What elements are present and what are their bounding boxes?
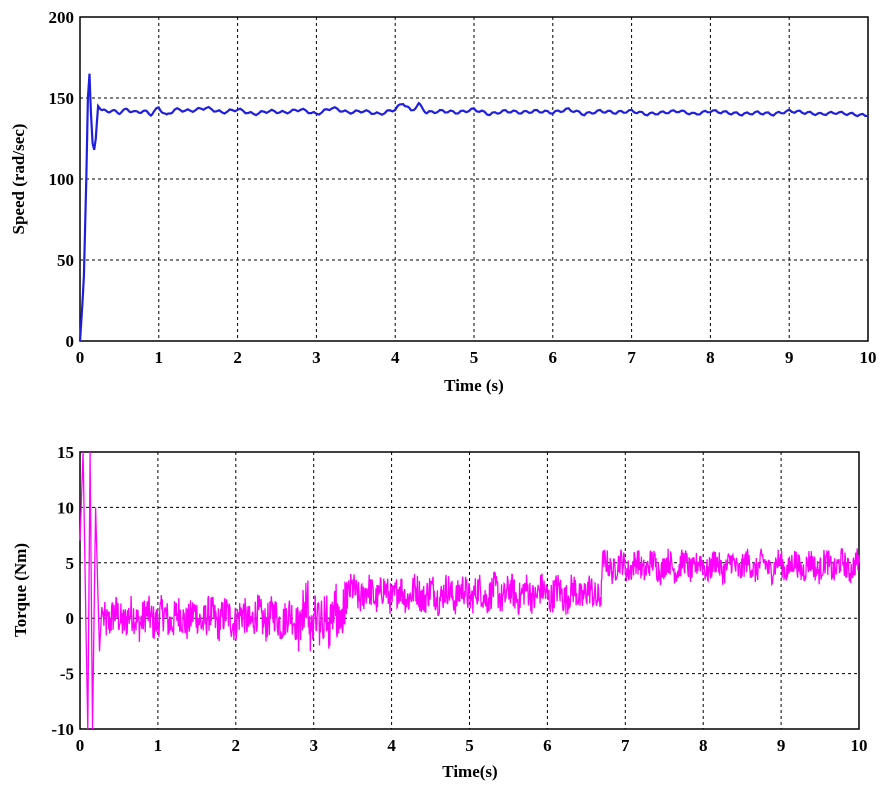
torque-x-tick-label: 3 — [309, 736, 318, 755]
torque-x-axis-label: Time(s) — [442, 762, 497, 781]
speed-y-tick-label: 100 — [49, 170, 75, 189]
speed-y-ticks: 0 50 100 150 200 — [49, 8, 75, 351]
torque-y-tick-label: 10 — [57, 498, 74, 517]
speed-x-tick-label: 0 — [76, 348, 85, 367]
speed-x-tick-label: 3 — [312, 348, 321, 367]
speed-x-tick-label: 6 — [549, 348, 558, 367]
speed-series-line — [78, 73, 869, 342]
torque-plot-frame — [79, 451, 860, 730]
speed-x-tick-label: 2 — [233, 348, 242, 367]
torque-y-tick-label: 0 — [66, 609, 75, 628]
torque-x-tick-label: 10 — [851, 736, 868, 755]
torque-x-tick-label: 4 — [387, 736, 396, 755]
torque-x-tick-label: 0 — [76, 736, 85, 755]
speed-x-tick-label: 1 — [155, 348, 164, 367]
speed-x-tick-label: 7 — [627, 348, 636, 367]
speed-x-axis-label: Time (s) — [444, 376, 504, 395]
speed-y-axis-label: Speed (rad/sec) — [9, 124, 28, 235]
torque-y-tick-label: 15 — [57, 443, 74, 462]
torque-y-tick-label: -5 — [60, 665, 74, 684]
speed-plot-frame — [79, 16, 869, 342]
speed-x-tick-label: 4 — [391, 348, 400, 367]
torque-x-ticks: 0 1 2 3 4 5 6 7 8 9 10 — [76, 736, 868, 755]
speed-y-tick-label: 50 — [57, 251, 74, 270]
torque-x-tick-label: 9 — [777, 736, 786, 755]
torque-y-ticks: -10 -5 0 5 10 15 — [51, 443, 74, 739]
speed-x-tick-label: 9 — [785, 348, 794, 367]
torque-y-tick-label: -10 — [51, 720, 74, 739]
torque-grid — [80, 452, 859, 729]
torque-x-tick-label: 1 — [154, 736, 163, 755]
torque-x-tick-label: 7 — [621, 736, 630, 755]
torque-chart: 0 1 2 3 4 5 6 7 8 9 10 -10 -5 0 5 10 15 Time(s) Torque … — [11, 443, 868, 781]
torque-y-tick-label: 5 — [66, 554, 75, 573]
speed-x-tick-label: 8 — [706, 348, 715, 367]
torque-x-tick-label: 5 — [465, 736, 474, 755]
speed-y-tick-label: 150 — [49, 89, 75, 108]
speed-x-tick-label: 5 — [470, 348, 479, 367]
torque-x-tick-label: 8 — [699, 736, 708, 755]
speed-x-ticks: 0 1 2 3 4 5 6 7 8 9 10 — [76, 348, 877, 367]
torque-x-tick-label: 2 — [232, 736, 241, 755]
speed-grid — [80, 17, 868, 341]
speed-chart: 0 1 2 3 4 5 6 7 8 9 10 0 50 100 150 200 Time (s) Speed… — [9, 8, 877, 395]
speed-x-tick-label: 10 — [860, 348, 877, 367]
speed-y-tick-label: 200 — [49, 8, 75, 27]
torque-y-axis-label: Torque (Nm) — [11, 543, 30, 637]
torque-x-tick-label: 6 — [543, 736, 552, 755]
torque-series-line — [79, 451, 860, 730]
speed-y-tick-label: 0 — [66, 332, 75, 351]
